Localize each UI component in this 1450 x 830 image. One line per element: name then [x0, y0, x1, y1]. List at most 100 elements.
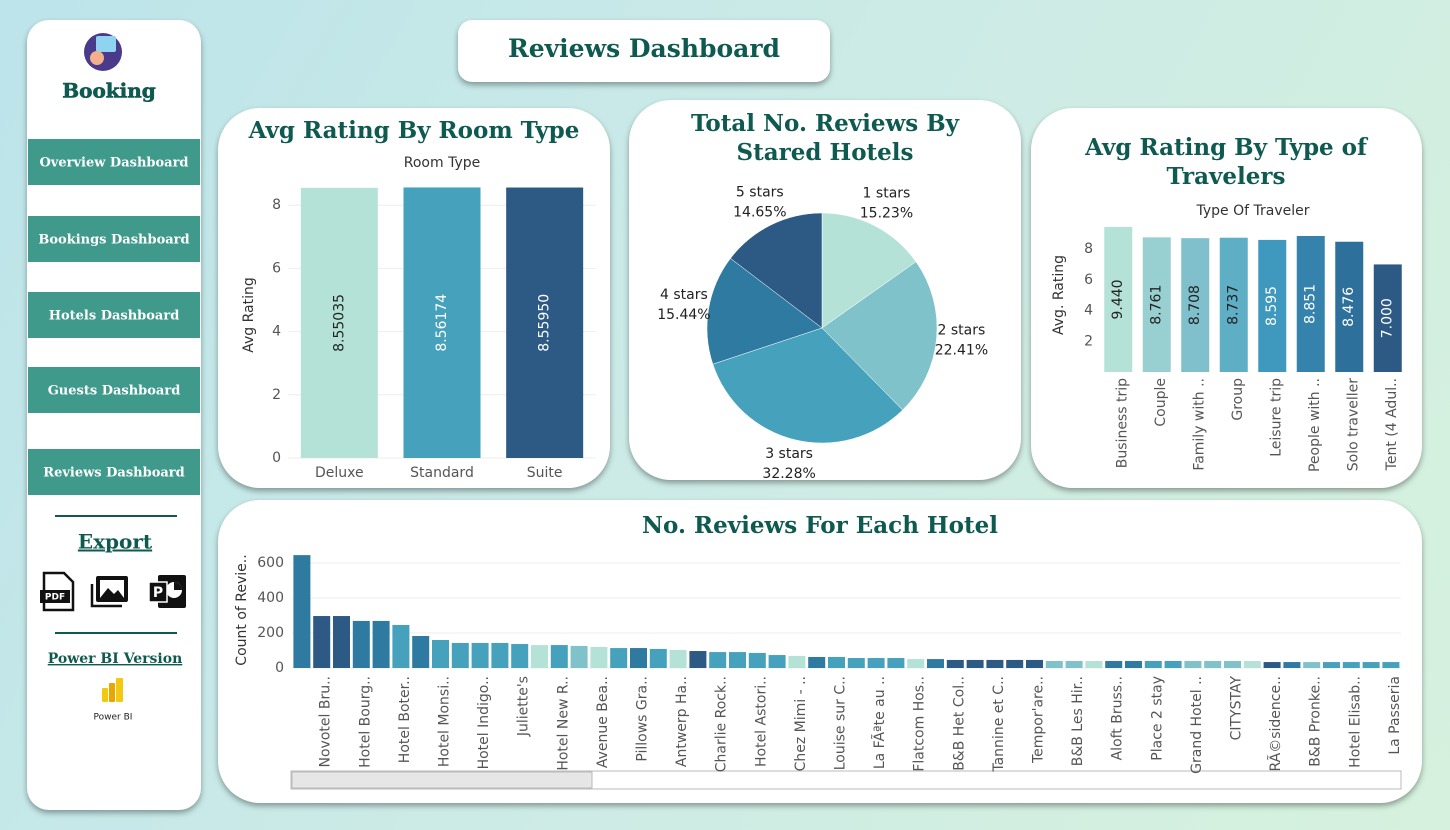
nav-button-bg[interactable] [28, 449, 200, 495]
bar [432, 640, 449, 668]
bar [412, 635, 430, 668]
bar [1065, 661, 1083, 668]
bar [1204, 661, 1222, 668]
bar [1296, 235, 1325, 372]
x-axis-label: Room Type [404, 155, 480, 171]
bar [1224, 661, 1241, 668]
data-label: 9.440 [1110, 279, 1126, 319]
pie-slice [821, 261, 938, 411]
x-tick-label: Flatcom Hos.. [912, 676, 928, 772]
y-tick-label: 2 [1084, 333, 1093, 349]
nav-button[interactable]: Guests Dashboard [28, 367, 200, 413]
bar [590, 647, 608, 668]
x-tick-label: Novotel Bru.. [318, 676, 334, 767]
bar [867, 658, 885, 668]
bar [729, 652, 746, 668]
nav-button[interactable]: Bookings Dashboard [28, 216, 200, 262]
data-label: 8.55035 [331, 294, 347, 352]
bar [372, 620, 390, 668]
x-tick-label: Leisure trip [1268, 378, 1284, 457]
bar [1142, 237, 1171, 372]
x-tick-label: Charlie Rock.. [714, 676, 730, 772]
x-tick-label: Louise sur C.. [833, 676, 849, 770]
bar [471, 642, 489, 668]
bar [1104, 226, 1133, 372]
x-tick-label: Antwerp Ha.. [674, 676, 690, 767]
bar [847, 658, 865, 668]
data-label: 8.476 [1341, 287, 1357, 327]
bar [669, 649, 687, 668]
bar [1125, 661, 1142, 668]
x-tick-label: Solo traveller [1345, 378, 1361, 471]
data-label: 8.851 [1303, 284, 1319, 324]
nav-button-bg[interactable] [28, 139, 200, 185]
powerbi-icon[interactable] [102, 678, 123, 702]
bar [986, 659, 1004, 668]
bar [1026, 659, 1043, 668]
ppt-icon[interactable]: P [148, 575, 186, 608]
bar [1283, 662, 1301, 668]
nav-button[interactable]: Hotels Dashboard [28, 292, 200, 338]
nav-button[interactable]: Overview Dashboard [28, 139, 200, 185]
x-tick-label: B&B Les Hir.. [1070, 676, 1086, 766]
x-tick-label: CITYSTAY [1229, 676, 1245, 741]
x-tick-label: Hotel New R.. [555, 676, 571, 771]
x-tick-label: La Passeria [1387, 676, 1403, 755]
bar [1006, 659, 1024, 668]
export-title: Export [78, 530, 153, 554]
slice-label: 4 stars [660, 287, 708, 303]
powerbi-title[interactable]: Power BI Version [48, 651, 183, 667]
y-axis-label: Avg Rating [241, 277, 257, 353]
data-label: 14.65% [733, 205, 786, 221]
data-label: 7.000 [1380, 298, 1396, 338]
data-label: 15.23% [860, 206, 913, 222]
bar [392, 624, 410, 668]
pdf-label: PDF [45, 593, 65, 603]
y-tick-label: 0 [272, 450, 281, 466]
y-tick-label: 400 [257, 590, 284, 606]
x-tick-label: Avenue Bea.. [595, 676, 611, 768]
nav-button-label[interactable]: Guests Dashboard [48, 384, 181, 399]
chart-title: No. Reviews For Each Hotel [642, 512, 998, 539]
y-tick-label: 2 [272, 387, 281, 403]
y-tick-label: 6 [1084, 272, 1093, 288]
nav-button-bg[interactable] [28, 292, 200, 338]
x-axis-label: Type Of Traveler [1196, 203, 1310, 219]
bar [966, 659, 984, 668]
y-tick-label: 6 [272, 260, 281, 276]
bar [1362, 662, 1380, 668]
bar [403, 187, 481, 458]
y-tick-label: 200 [257, 625, 284, 641]
nav-button-label[interactable]: Bookings Dashboard [38, 233, 189, 248]
data-label: 22.41% [935, 343, 988, 359]
nav-button-bg[interactable] [28, 216, 200, 262]
data-label: 8.708 [1187, 285, 1203, 325]
scroll-thumb[interactable] [291, 771, 593, 789]
pie-slice [712, 327, 903, 444]
bar [352, 620, 370, 668]
nav-button-bg[interactable] [28, 367, 200, 413]
x-tick-label: B&B Pronke.. [1308, 676, 1324, 767]
nav-button-label[interactable]: Hotels Dashboard [49, 309, 180, 324]
image-icon[interactable] [90, 576, 128, 608]
y-tick-label: 8 [272, 197, 281, 213]
pdf-icon[interactable]: PDF [40, 571, 75, 612]
x-tick-label: Business trip [1114, 378, 1130, 468]
bar [1105, 661, 1123, 668]
y-axis-label: Avg. Rating [1051, 255, 1067, 335]
nav-button[interactable]: Reviews Dashboard [28, 449, 200, 495]
bar [689, 651, 707, 668]
y-tick-label: 600 [257, 555, 284, 571]
x-tick-label: RÃ©sidence.. [1267, 676, 1284, 772]
bar [1181, 238, 1210, 372]
pie-slice [706, 258, 823, 365]
y-tick-label: 4 [272, 324, 281, 340]
ppt-glyph: P [153, 585, 163, 601]
bar-chart: Deluxe 8.55035 Standard 8.56174 Suite 8.55950 [288, 187, 596, 481]
bar [570, 645, 588, 668]
nav-button-label[interactable]: Reviews Dashboard [43, 466, 184, 481]
bar [1045, 661, 1063, 668]
bar [333, 616, 350, 668]
nav-button-label[interactable]: Overview Dashboard [39, 156, 188, 171]
